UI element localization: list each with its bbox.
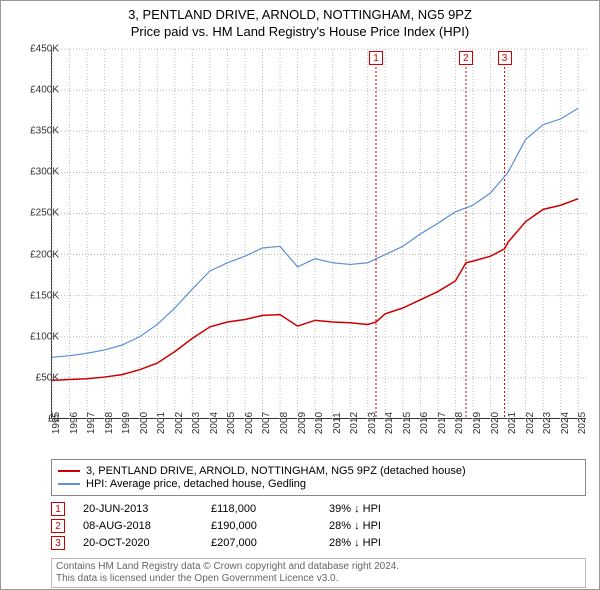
event-marker-3: 3 <box>498 51 512 65</box>
legend-row-price: 3, PENTLAND DRIVE, ARNOLD, NOTTINGHAM, N… <box>58 465 579 477</box>
x-axis-label: 1997 <box>86 412 97 434</box>
x-axis-label: 2006 <box>244 412 255 434</box>
legend: 3, PENTLAND DRIVE, ARNOLD, NOTTINGHAM, N… <box>51 459 586 496</box>
legend-row-hpi: HPI: Average price, detached house, Gedl… <box>58 478 579 490</box>
x-axis-label: 2001 <box>156 412 167 434</box>
x-axis-label: 2023 <box>542 412 553 434</box>
x-axis-label: 2000 <box>139 412 150 434</box>
x-axis-label: 2011 <box>332 412 343 434</box>
x-axis-label: 2022 <box>525 412 536 434</box>
x-axis-label: 2024 <box>560 412 571 434</box>
footer-attribution: Contains HM Land Registry data © Crown c… <box>51 558 586 588</box>
x-axis-label: 2009 <box>297 412 308 434</box>
title-line-1: 3, PENTLAND DRIVE, ARNOLD, NOTTINGHAM, N… <box>1 7 599 22</box>
legend-swatch-hpi <box>58 483 80 485</box>
x-axis-label: 2008 <box>279 412 290 434</box>
x-axis-label: 2012 <box>349 412 360 434</box>
legend-swatch-price <box>58 470 80 472</box>
y-axis-label: £150K <box>14 290 59 301</box>
x-axis-label: 1999 <box>121 412 132 434</box>
footer-line-2: This data is licensed under the Open Gov… <box>56 573 581 585</box>
y-axis-label: £100K <box>14 331 59 342</box>
x-axis-label: 2019 <box>472 412 483 434</box>
event-date: 20-JUN-2013 <box>83 503 193 515</box>
chart-plot-area: 1 2 3 <box>51 49 586 419</box>
x-axis-label: 1996 <box>69 412 80 434</box>
x-axis-label: 2010 <box>314 412 325 434</box>
x-axis-label: 2021 <box>507 412 518 434</box>
x-axis-label: 2016 <box>419 412 430 434</box>
y-axis-label: £450K <box>14 44 59 55</box>
y-axis-label: £300K <box>14 167 59 178</box>
event-delta: 28% ↓ HPI <box>329 537 381 549</box>
title-line-2: Price paid vs. HM Land Registry's House … <box>1 24 599 39</box>
event-marker-1: 1 <box>369 51 383 65</box>
x-axis-label: 2007 <box>261 412 272 434</box>
event-marker-icon: 2 <box>51 519 65 533</box>
x-axis-label: 1995 <box>51 412 62 434</box>
chart-svg <box>52 49 586 418</box>
event-price: £207,000 <box>211 537 311 549</box>
chart-container: 3, PENTLAND DRIVE, ARNOLD, NOTTINGHAM, N… <box>0 0 600 590</box>
event-delta: 39% ↓ HPI <box>329 503 381 515</box>
event-marker-icon: 3 <box>51 536 65 550</box>
x-axis-label: 2025 <box>577 412 588 434</box>
x-axis-label: 2003 <box>191 412 202 434</box>
event-price: £190,000 <box>211 520 311 532</box>
x-axis-label: 2013 <box>367 412 378 434</box>
y-axis-label: £350K <box>14 126 59 137</box>
footer-line-1: Contains HM Land Registry data © Crown c… <box>56 561 581 573</box>
event-delta: 28% ↓ HPI <box>329 520 381 532</box>
x-axis-label: 2020 <box>490 412 501 434</box>
event-row: 1 20-JUN-2013 £118,000 39% ↓ HPI <box>51 502 586 516</box>
event-row: 3 20-OCT-2020 £207,000 28% ↓ HPI <box>51 536 586 550</box>
y-axis-label: £200K <box>14 249 59 260</box>
x-axis-label: 2017 <box>437 412 448 434</box>
legend-label-price: 3, PENTLAND DRIVE, ARNOLD, NOTTINGHAM, N… <box>86 465 466 477</box>
x-axis-label: 2004 <box>209 412 220 434</box>
event-date: 08-AUG-2018 <box>83 520 193 532</box>
legend-label-hpi: HPI: Average price, detached house, Gedl… <box>86 478 306 490</box>
x-axis-label: 2018 <box>454 412 465 434</box>
title-block: 3, PENTLAND DRIVE, ARNOLD, NOTTINGHAM, N… <box>1 1 599 41</box>
event-marker-2: 2 <box>459 51 473 65</box>
y-axis-label: £250K <box>14 208 59 219</box>
event-marker-icon: 1 <box>51 502 65 516</box>
event-price: £118,000 <box>211 503 311 515</box>
events-table: 1 20-JUN-2013 £118,000 39% ↓ HPI 2 08-AUG-201… <box>51 499 586 553</box>
event-date: 20-OCT-2020 <box>83 537 193 549</box>
x-axis-label: 2015 <box>402 412 413 434</box>
event-row: 2 08-AUG-2018 £190,000 28% ↓ HPI <box>51 519 586 533</box>
y-axis-label: £50K <box>14 372 59 383</box>
y-axis-label: £400K <box>14 85 59 96</box>
x-axis-label: 1998 <box>104 412 115 434</box>
x-axis-label: 2002 <box>174 412 185 434</box>
x-axis-label: 2014 <box>384 412 395 434</box>
x-axis-label: 2005 <box>226 412 237 434</box>
